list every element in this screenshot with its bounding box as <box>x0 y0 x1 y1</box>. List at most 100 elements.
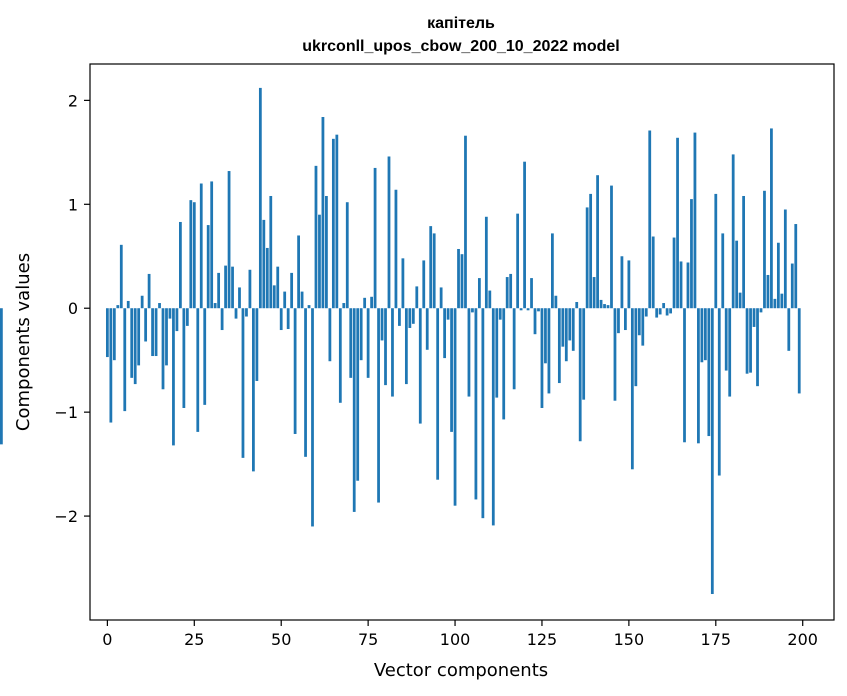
bar <box>112 308 116 361</box>
bar <box>404 308 408 385</box>
bar <box>126 300 130 309</box>
bar <box>477 278 481 309</box>
bar <box>165 308 168 366</box>
bar <box>533 308 537 335</box>
bar <box>630 308 634 470</box>
bar <box>213 303 217 309</box>
bar <box>144 308 148 342</box>
bar <box>137 308 141 366</box>
bar <box>245 308 248 317</box>
bar <box>366 308 370 378</box>
bar <box>0 308 3 445</box>
bar <box>398 308 401 326</box>
bar <box>217 272 221 309</box>
bar <box>690 199 693 309</box>
bar <box>665 308 669 316</box>
x-tick-label: 150 <box>614 630 645 649</box>
bar <box>568 308 572 341</box>
bar <box>443 308 447 359</box>
bar <box>307 305 311 309</box>
bar <box>345 202 349 309</box>
bar <box>297 235 300 309</box>
bar <box>735 240 739 309</box>
bar <box>564 308 568 362</box>
bar <box>175 308 179 332</box>
bar <box>471 308 474 313</box>
bar <box>509 273 513 309</box>
bar <box>227 171 231 309</box>
chart-subtitle: ukrconll_upos_cbow_200_10_2022 model <box>302 38 619 55</box>
bar <box>557 308 561 384</box>
bar <box>192 202 196 309</box>
bar <box>359 308 363 361</box>
bar <box>387 156 391 309</box>
bar <box>241 308 245 458</box>
bar <box>526 308 530 311</box>
bar <box>384 308 387 386</box>
bar <box>467 308 471 397</box>
bar <box>624 308 627 331</box>
bar <box>415 286 419 309</box>
bar <box>571 308 575 351</box>
bar <box>151 308 154 357</box>
bar <box>578 308 582 442</box>
bar <box>179 221 182 309</box>
bar <box>648 130 652 309</box>
bar <box>401 258 405 309</box>
bar <box>756 308 759 387</box>
bar <box>644 308 648 317</box>
bar <box>140 295 144 309</box>
bar <box>464 135 467 309</box>
bar <box>488 290 492 309</box>
bar <box>676 137 679 309</box>
bar <box>203 308 207 405</box>
bar <box>109 308 113 423</box>
bar <box>530 278 533 309</box>
bar <box>450 308 453 432</box>
bar <box>189 200 193 309</box>
bar <box>620 256 624 309</box>
bar <box>776 242 780 309</box>
bar <box>617 308 620 334</box>
bar <box>429 226 433 309</box>
bar <box>279 308 283 331</box>
bar <box>658 308 662 315</box>
bar <box>196 308 200 432</box>
bar <box>331 138 335 309</box>
bar <box>603 304 606 309</box>
bar <box>693 132 697 309</box>
bar <box>575 301 579 309</box>
plot-frame <box>89 63 835 621</box>
bar <box>154 308 158 357</box>
bar <box>300 291 304 309</box>
bar <box>585 207 589 309</box>
bar <box>123 308 127 412</box>
bar <box>540 308 544 408</box>
bar <box>794 224 798 309</box>
bar <box>453 308 457 506</box>
bar <box>231 266 234 309</box>
y-tick-label: −1 <box>54 403 78 422</box>
bar <box>380 308 384 341</box>
bar <box>206 225 210 309</box>
bar <box>314 165 318 309</box>
bar <box>519 308 523 311</box>
bar <box>133 308 137 385</box>
bar <box>436 308 440 480</box>
bar <box>460 254 464 309</box>
bar <box>105 308 109 358</box>
bar <box>752 308 756 327</box>
bar <box>637 308 641 336</box>
bar <box>724 308 728 371</box>
bar <box>422 260 426 309</box>
bar <box>728 308 732 397</box>
bar <box>714 193 718 309</box>
bar <box>710 308 714 595</box>
bar <box>484 216 488 309</box>
bar <box>686 262 690 309</box>
bar <box>627 260 631 309</box>
bar <box>547 308 551 394</box>
bar <box>252 308 255 472</box>
bar <box>238 287 241 309</box>
